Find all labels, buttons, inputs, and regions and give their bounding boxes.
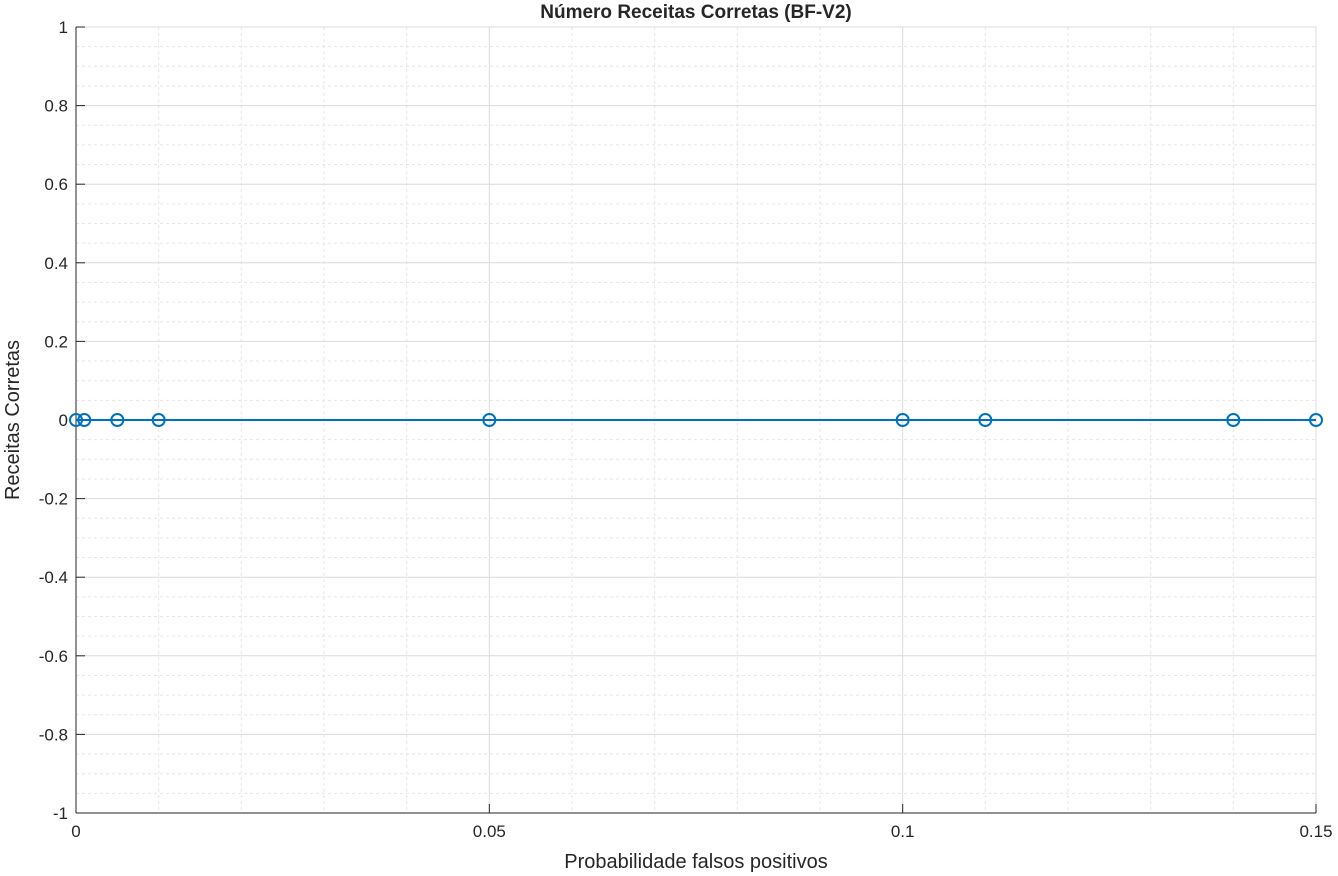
y-axis-ticks: -1 -0.8 -0.6 -0.4 -0.2 0 0.2 0.4 0.6 0.8 1 <box>39 18 85 823</box>
series-layer <box>69 413 1323 427</box>
y-tick-label: -0.2 <box>39 490 68 509</box>
y-tick-label: -1 <box>53 804 68 823</box>
data-point <box>482 413 497 427</box>
x-tick-label: 0.1 <box>891 822 915 841</box>
chart-title: Número Receitas Corretas (BF-V2) <box>540 2 851 23</box>
data-point <box>69 413 83 427</box>
data-point <box>1309 413 1323 427</box>
y-tick-label: -0.4 <box>39 568 68 587</box>
data-point <box>895 413 910 427</box>
data-point <box>77 413 92 427</box>
y-tick-label: -0.6 <box>39 647 68 666</box>
y-tick-label: 0 <box>59 411 68 430</box>
x-axis-ticks: 0 0.05 0.1 0.15 <box>71 804 1333 841</box>
x-tick-label: 0.15 <box>1299 822 1332 841</box>
x-axis-label: Probabilidade falsos positivos <box>564 851 828 873</box>
minor-grid <box>76 27 1316 813</box>
data-point <box>110 413 125 427</box>
y-tick-label: 1 <box>59 18 68 37</box>
y-tick-label: 0.8 <box>44 97 68 116</box>
y-tick-label: 0.2 <box>44 332 68 351</box>
data-point <box>1226 413 1241 427</box>
data-point <box>151 413 166 427</box>
data-point <box>978 413 993 427</box>
x-tick-label: 0.05 <box>473 822 506 841</box>
y-tick-label: 0.6 <box>44 175 68 194</box>
y-tick-label: 0.4 <box>44 254 68 273</box>
y-axis-label: Receitas Corretas <box>2 340 24 500</box>
x-tick-label: 0 <box>71 822 80 841</box>
y-tick-label: -0.8 <box>39 725 68 744</box>
